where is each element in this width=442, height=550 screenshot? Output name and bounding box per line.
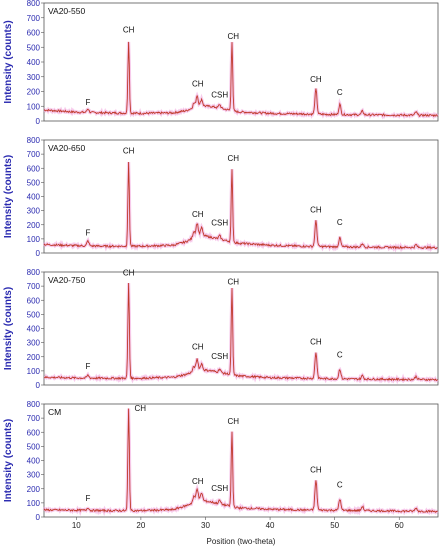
y-tick-label: 300 — [27, 207, 41, 216]
peak-annotation: F — [85, 98, 90, 107]
peak-annotation: CH — [192, 79, 204, 88]
trace-halo — [43, 41, 439, 120]
xrd-trace — [43, 408, 438, 513]
peak-annotation: CH — [192, 477, 204, 486]
peak-annotation: C — [337, 88, 343, 97]
y-tick-label: 700 — [27, 150, 41, 159]
peak-annotation: CH — [123, 26, 135, 35]
panel-title: VA20-650 — [48, 143, 85, 153]
y-tick-label: 400 — [27, 193, 41, 202]
y-tick-label: 300 — [27, 471, 41, 480]
peak-annotation: CH — [123, 146, 135, 155]
x-tick-label: 10 — [72, 521, 81, 530]
y-tick-label: 600 — [27, 428, 41, 437]
peak-annotation: CH — [227, 278, 239, 287]
y-tick-label: 0 — [36, 249, 41, 258]
panel-title: VA20-550 — [48, 6, 85, 16]
peak-annotation: F — [85, 228, 90, 237]
peak-annotation: F — [85, 494, 90, 503]
x-tick-label: 20 — [136, 521, 145, 530]
y-axis-label: Intensity (counts) — [3, 20, 14, 103]
peak-annotation: CH — [310, 75, 322, 84]
x-tick-label: 40 — [266, 521, 275, 530]
peak-annotation: C — [337, 350, 343, 359]
peak-annotation: CH — [192, 343, 204, 352]
y-tick-label: 800 — [27, 400, 41, 409]
panel-frame — [43, 403, 439, 518]
y-tick-label: 0 — [36, 381, 41, 390]
x-tick-label: 30 — [201, 521, 210, 530]
y-tick-label: 300 — [27, 73, 41, 82]
y-tick-label: 100 — [27, 499, 41, 508]
y-tick-label: 600 — [27, 29, 41, 38]
panel-3: 0 100 200 300 400 500 600 700 800 Intensity (coun… — [3, 268, 439, 390]
y-tick-label: 400 — [27, 325, 41, 334]
peak-annotation: CH — [310, 206, 322, 215]
y-tick-label: 300 — [27, 339, 41, 348]
xrd-trace — [43, 41, 438, 118]
y-tick-label: 100 — [27, 235, 41, 244]
y-tick-label: 700 — [27, 282, 41, 291]
y-axis-label: Intensity (counts) — [3, 287, 14, 370]
trace-halo — [43, 282, 439, 385]
y-tick-label: 500 — [27, 178, 41, 187]
y-tick-label: 600 — [27, 164, 41, 173]
panel-frame — [43, 2, 439, 122]
y-tick-label: 500 — [27, 442, 41, 451]
peak-annotation: CH — [134, 404, 146, 413]
y-tick-label: 800 — [27, 136, 41, 145]
y-tick-label: 700 — [27, 14, 41, 23]
x-axis-ticks: 10 20 30 40 50 60 — [72, 517, 404, 530]
panel-1: 0 100 200 300 400 500 600 700 800 Intensity (coun… — [3, 0, 439, 126]
panel-title: VA20-750 — [48, 275, 85, 285]
y-tick-label: 800 — [27, 268, 41, 277]
trace-halo — [42, 408, 439, 517]
peak-annotation: CSH — [211, 218, 228, 227]
peak-annotation: CSH — [211, 90, 228, 99]
panel-title: CM — [48, 407, 61, 417]
x-tick-label: 60 — [395, 521, 404, 530]
y-tick-label: 200 — [27, 88, 41, 97]
y-tick-label: 200 — [27, 221, 41, 230]
y-tick-label: 100 — [27, 102, 41, 111]
peak-annotation: CH — [227, 32, 239, 41]
peak-annotation: CH — [310, 466, 322, 475]
peak-annotation: CH — [227, 154, 239, 163]
y-axis-label: Intensity (counts) — [3, 419, 14, 502]
peak-annotation: CH — [310, 338, 322, 347]
y-tick-label: 0 — [36, 513, 41, 522]
peak-annotation: CSH — [211, 352, 228, 361]
y-tick-label: 200 — [27, 353, 41, 362]
peak-annotation: CH — [227, 417, 239, 426]
y-tick-label: 100 — [27, 367, 41, 376]
y-tick-label: 700 — [27, 414, 41, 423]
y-tick-label: 400 — [27, 457, 41, 466]
y-axis-label: Intensity (counts) — [3, 155, 14, 238]
panel-2: 0 100 200 300 400 500 600 700 800 Intensity (coun… — [3, 136, 439, 258]
xrd-trace — [44, 282, 438, 382]
x-axis-label: Position (two-theta) — [207, 537, 276, 546]
y-tick-label: 800 — [27, 0, 41, 8]
peak-annotation: C — [337, 480, 343, 489]
peak-annotation: CH — [123, 269, 135, 278]
peak-annotation: F — [85, 362, 90, 371]
x-tick-label: 50 — [330, 521, 339, 530]
y-tick-label: 600 — [27, 296, 41, 305]
panel-frame — [43, 139, 439, 254]
peak-annotation: CH — [192, 210, 204, 219]
y-tick-label: 400 — [27, 58, 41, 67]
trace-halo — [42, 161, 439, 253]
peak-annotation: CSH — [211, 484, 228, 493]
xrd-trace — [43, 161, 438, 250]
y-tick-label: 500 — [27, 43, 41, 52]
panel-frame — [43, 271, 439, 386]
panel-4: 0 100 200 300 400 500 600 700 800 Intensity (coun… — [3, 400, 439, 522]
y-tick-label: 0 — [36, 117, 41, 126]
y-tick-label: 500 — [27, 310, 41, 319]
panels-group: 0 100 200 300 400 500 600 700 800 Intensity (coun… — [3, 0, 439, 522]
y-tick-label: 200 — [27, 485, 41, 494]
peak-annotation: C — [337, 218, 343, 227]
